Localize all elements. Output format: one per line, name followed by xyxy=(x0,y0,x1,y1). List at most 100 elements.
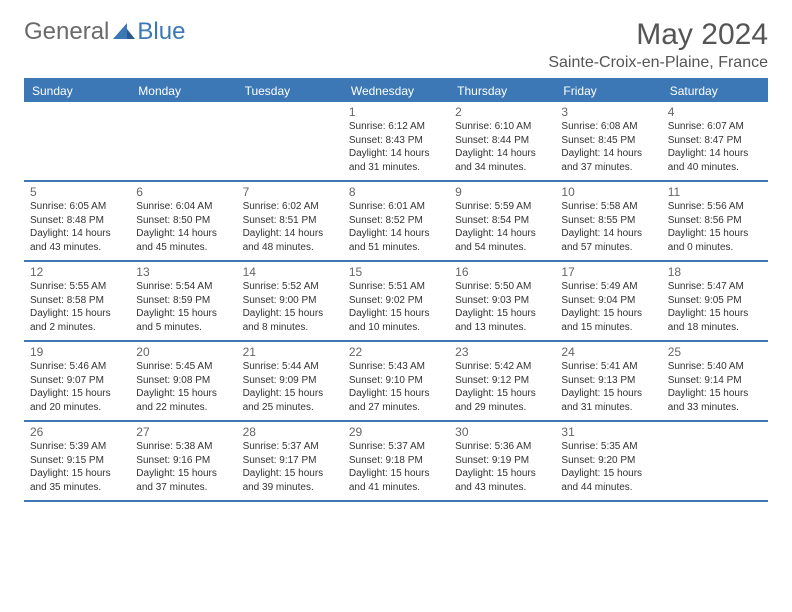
day-cell xyxy=(662,422,768,500)
daylight-line: Daylight: 15 hours xyxy=(455,467,549,481)
daylight-line: and 20 minutes. xyxy=(30,401,124,415)
day-cell: 31Sunrise: 5:35 AMSunset: 9:20 PMDayligh… xyxy=(555,422,661,500)
daylight-line: Daylight: 15 hours xyxy=(455,387,549,401)
day-cell xyxy=(237,102,343,180)
sunset-line: Sunset: 9:09 PM xyxy=(243,374,337,388)
day-number: 27 xyxy=(136,425,230,439)
daylight-line: and 0 minutes. xyxy=(668,241,762,255)
sunrise-line: Sunrise: 5:37 AM xyxy=(349,440,443,454)
daylight-line: Daylight: 15 hours xyxy=(349,307,443,321)
day-number: 6 xyxy=(136,185,230,199)
day-number: 31 xyxy=(561,425,655,439)
daylight-line: Daylight: 14 hours xyxy=(349,147,443,161)
day-cell: 7Sunrise: 6:02 AMSunset: 8:51 PMDaylight… xyxy=(237,182,343,260)
sunset-line: Sunset: 9:02 PM xyxy=(349,294,443,308)
day-cell: 9Sunrise: 5:59 AMSunset: 8:54 PMDaylight… xyxy=(449,182,555,260)
daylight-line: and 18 minutes. xyxy=(668,321,762,335)
day-number: 15 xyxy=(349,265,443,279)
week-row: 12Sunrise: 5:55 AMSunset: 8:58 PMDayligh… xyxy=(24,262,768,342)
daylight-line: Daylight: 15 hours xyxy=(668,307,762,321)
day-number: 1 xyxy=(349,105,443,119)
daylight-line: Daylight: 14 hours xyxy=(668,147,762,161)
day-cell: 24Sunrise: 5:41 AMSunset: 9:13 PMDayligh… xyxy=(555,342,661,420)
sunset-line: Sunset: 9:08 PM xyxy=(136,374,230,388)
day-number: 23 xyxy=(455,345,549,359)
sunset-line: Sunset: 8:51 PM xyxy=(243,214,337,228)
sunrise-line: Sunrise: 5:54 AM xyxy=(136,280,230,294)
daylight-line: and 45 minutes. xyxy=(136,241,230,255)
daylight-line: Daylight: 15 hours xyxy=(136,387,230,401)
sunrise-line: Sunrise: 5:50 AM xyxy=(455,280,549,294)
sunset-line: Sunset: 9:13 PM xyxy=(561,374,655,388)
sunrise-line: Sunrise: 5:56 AM xyxy=(668,200,762,214)
day-header: Tuesday xyxy=(237,80,343,102)
daylight-line: and 43 minutes. xyxy=(455,481,549,495)
day-number: 25 xyxy=(668,345,762,359)
daylight-line: and 44 minutes. xyxy=(561,481,655,495)
sunset-line: Sunset: 9:10 PM xyxy=(349,374,443,388)
day-number: 13 xyxy=(136,265,230,279)
header: General Blue May 2024 Sainte-Croix-en-Pl… xyxy=(24,18,768,72)
sunrise-line: Sunrise: 5:35 AM xyxy=(561,440,655,454)
sunset-line: Sunset: 8:58 PM xyxy=(30,294,124,308)
brand-part2: Blue xyxy=(137,18,185,46)
daylight-line: and 2 minutes. xyxy=(30,321,124,335)
daylight-line: Daylight: 14 hours xyxy=(349,227,443,241)
day-header: Thursday xyxy=(449,80,555,102)
sunrise-line: Sunrise: 5:45 AM xyxy=(136,360,230,374)
sunrise-line: Sunrise: 6:01 AM xyxy=(349,200,443,214)
day-number: 2 xyxy=(455,105,549,119)
day-cell: 26Sunrise: 5:39 AMSunset: 9:15 PMDayligh… xyxy=(24,422,130,500)
sunrise-line: Sunrise: 6:07 AM xyxy=(668,120,762,134)
sunset-line: Sunset: 9:05 PM xyxy=(668,294,762,308)
daylight-line: and 25 minutes. xyxy=(243,401,337,415)
sunset-line: Sunset: 8:44 PM xyxy=(455,134,549,148)
day-number: 28 xyxy=(243,425,337,439)
daylight-line: Daylight: 14 hours xyxy=(455,147,549,161)
day-number: 7 xyxy=(243,185,337,199)
daylight-line: Daylight: 14 hours xyxy=(30,227,124,241)
daylight-line: and 33 minutes. xyxy=(668,401,762,415)
sunrise-line: Sunrise: 6:10 AM xyxy=(455,120,549,134)
day-header: Monday xyxy=(130,80,236,102)
daylight-line: Daylight: 15 hours xyxy=(136,467,230,481)
sunrise-line: Sunrise: 5:36 AM xyxy=(455,440,549,454)
daylight-line: Daylight: 15 hours xyxy=(243,307,337,321)
sunset-line: Sunset: 8:54 PM xyxy=(455,214,549,228)
day-number: 20 xyxy=(136,345,230,359)
daylight-line: Daylight: 15 hours xyxy=(561,307,655,321)
day-cell xyxy=(130,102,236,180)
sunset-line: Sunset: 8:45 PM xyxy=(561,134,655,148)
day-number: 21 xyxy=(243,345,337,359)
daylight-line: Daylight: 15 hours xyxy=(561,467,655,481)
sunset-line: Sunset: 9:04 PM xyxy=(561,294,655,308)
day-cell: 20Sunrise: 5:45 AMSunset: 9:08 PMDayligh… xyxy=(130,342,236,420)
day-number: 24 xyxy=(561,345,655,359)
sunset-line: Sunset: 8:43 PM xyxy=(349,134,443,148)
day-cell: 11Sunrise: 5:56 AMSunset: 8:56 PMDayligh… xyxy=(662,182,768,260)
day-cell: 4Sunrise: 6:07 AMSunset: 8:47 PMDaylight… xyxy=(662,102,768,180)
daylight-line: and 8 minutes. xyxy=(243,321,337,335)
day-cell: 23Sunrise: 5:42 AMSunset: 9:12 PMDayligh… xyxy=(449,342,555,420)
day-cell: 6Sunrise: 6:04 AMSunset: 8:50 PMDaylight… xyxy=(130,182,236,260)
daylight-line: Daylight: 15 hours xyxy=(561,387,655,401)
sunrise-line: Sunrise: 5:52 AM xyxy=(243,280,337,294)
daylight-line: and 35 minutes. xyxy=(30,481,124,495)
daylight-line: Daylight: 15 hours xyxy=(30,467,124,481)
sunset-line: Sunset: 8:55 PM xyxy=(561,214,655,228)
location-label: Sainte-Croix-en-Plaine, France xyxy=(548,54,768,72)
daylight-line: and 51 minutes. xyxy=(349,241,443,255)
sunset-line: Sunset: 8:56 PM xyxy=(668,214,762,228)
daylight-line: and 43 minutes. xyxy=(30,241,124,255)
sunset-line: Sunset: 9:14 PM xyxy=(668,374,762,388)
sunset-line: Sunset: 9:00 PM xyxy=(243,294,337,308)
daylight-line: and 15 minutes. xyxy=(561,321,655,335)
day-number: 16 xyxy=(455,265,549,279)
day-cell: 19Sunrise: 5:46 AMSunset: 9:07 PMDayligh… xyxy=(24,342,130,420)
sunset-line: Sunset: 9:07 PM xyxy=(30,374,124,388)
daylight-line: and 57 minutes. xyxy=(561,241,655,255)
week-row: 19Sunrise: 5:46 AMSunset: 9:07 PMDayligh… xyxy=(24,342,768,422)
day-number: 22 xyxy=(349,345,443,359)
day-cell: 30Sunrise: 5:36 AMSunset: 9:19 PMDayligh… xyxy=(449,422,555,500)
sunrise-line: Sunrise: 5:41 AM xyxy=(561,360,655,374)
